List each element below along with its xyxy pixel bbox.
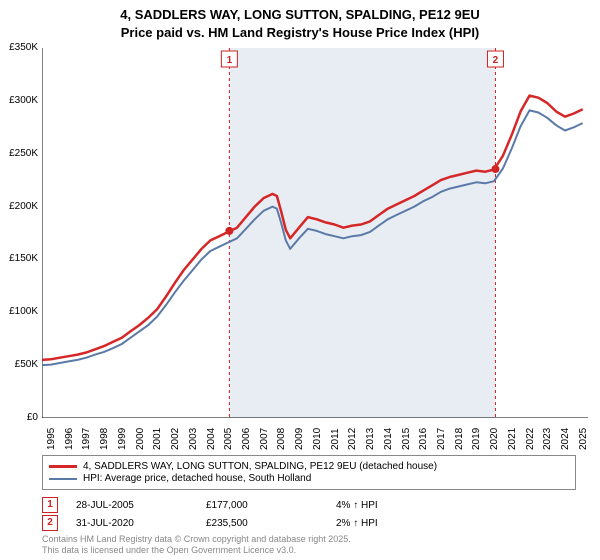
attribution-line-2: This data is licensed under the Open Gov…	[42, 545, 296, 555]
x-tick-label: 2018	[454, 428, 465, 450]
y-tick-label: £300K	[0, 95, 38, 106]
chart-title: 4, SADDLERS WAY, LONG SUTTON, SPALDING, …	[0, 0, 600, 41]
svg-text:1: 1	[227, 55, 233, 66]
event-date: 31-JUL-2020	[76, 518, 206, 529]
x-tick-label: 2019	[471, 428, 482, 450]
x-tick-label: 2016	[418, 428, 429, 450]
x-tick-label: 2003	[188, 428, 199, 450]
x-tick-label: 2011	[330, 428, 341, 450]
svg-text:2: 2	[493, 55, 499, 66]
x-tick-label: 2017	[436, 428, 447, 450]
event-table: 1 28-JUL-2005£177,0004% ↑ HPI 2 31-JUL-2020…	[42, 496, 562, 532]
event-marker: 1	[42, 497, 58, 513]
y-tick-label: £350K	[0, 42, 38, 53]
legend-label: HPI: Average price, detached house, Sout…	[83, 473, 311, 484]
event-price: £235,500	[206, 518, 336, 529]
x-tick-label: 2012	[347, 428, 358, 450]
event-pct: 2% ↑ HPI	[336, 518, 466, 529]
x-tick-label: 2007	[259, 428, 270, 450]
x-tick-label: 1995	[46, 428, 57, 450]
y-tick-label: £0	[0, 412, 38, 423]
legend-label: 4, SADDLERS WAY, LONG SUTTON, SPALDING, …	[83, 461, 437, 472]
x-tick-label: 2021	[507, 428, 518, 450]
x-tick-label: 2025	[578, 428, 589, 450]
event-row: 2 31-JUL-2020£235,5002% ↑ HPI	[42, 514, 562, 532]
x-axis-labels: 1995 1996 1997 1998 1999 2000 2001 2002 2003 2004…	[42, 418, 588, 458]
event-marker: 2	[42, 515, 58, 531]
legend: 4, SADDLERS WAY, LONG SUTTON, SPALDING, …	[42, 455, 576, 490]
x-tick-label: 2022	[525, 428, 536, 450]
event-price: £177,000	[206, 500, 336, 511]
x-tick-label: 1996	[64, 428, 75, 450]
y-tick-label: £200K	[0, 201, 38, 212]
event-row: 1 28-JUL-2005£177,0004% ↑ HPI	[42, 496, 562, 514]
x-tick-label: 2013	[365, 428, 376, 450]
attribution: Contains HM Land Registry data © Crown c…	[42, 534, 351, 557]
x-tick-label: 1999	[117, 428, 128, 450]
legend-item: 4, SADDLERS WAY, LONG SUTTON, SPALDING, …	[49, 461, 569, 472]
legend-item: HPI: Average price, detached house, Sout…	[49, 473, 569, 484]
x-tick-label: 1997	[81, 428, 92, 450]
plot-area: 12	[42, 48, 588, 418]
legend-swatch	[49, 465, 77, 468]
x-tick-label: 2008	[276, 428, 287, 450]
x-tick-label: 1998	[99, 428, 110, 450]
attribution-line-1: Contains HM Land Registry data © Crown c…	[42, 534, 351, 544]
x-tick-label: 2024	[560, 428, 571, 450]
y-tick-label: £50K	[0, 359, 38, 370]
x-tick-label: 2023	[542, 428, 553, 450]
x-tick-label: 2001	[152, 428, 163, 450]
legend-swatch	[49, 478, 77, 480]
event-date: 28-JUL-2005	[76, 500, 206, 511]
x-tick-label: 2006	[241, 428, 252, 450]
x-tick-label: 2009	[294, 428, 305, 450]
x-tick-label: 2004	[206, 428, 217, 450]
title-line-2: Price paid vs. HM Land Registry's House …	[121, 25, 480, 40]
x-tick-label: 2005	[223, 428, 234, 450]
x-tick-label: 2015	[401, 428, 412, 450]
y-tick-label: £250K	[0, 148, 38, 159]
event-pct: 4% ↑ HPI	[336, 500, 466, 511]
y-tick-label: £100K	[0, 306, 38, 317]
x-tick-label: 2020	[489, 428, 500, 450]
y-tick-label: £150K	[0, 253, 38, 264]
x-tick-label: 2000	[135, 428, 146, 450]
title-line-1: 4, SADDLERS WAY, LONG SUTTON, SPALDING, …	[120, 7, 480, 22]
x-tick-label: 2014	[383, 428, 394, 450]
x-tick-label: 2002	[170, 428, 181, 450]
x-tick-label: 2010	[312, 428, 323, 450]
